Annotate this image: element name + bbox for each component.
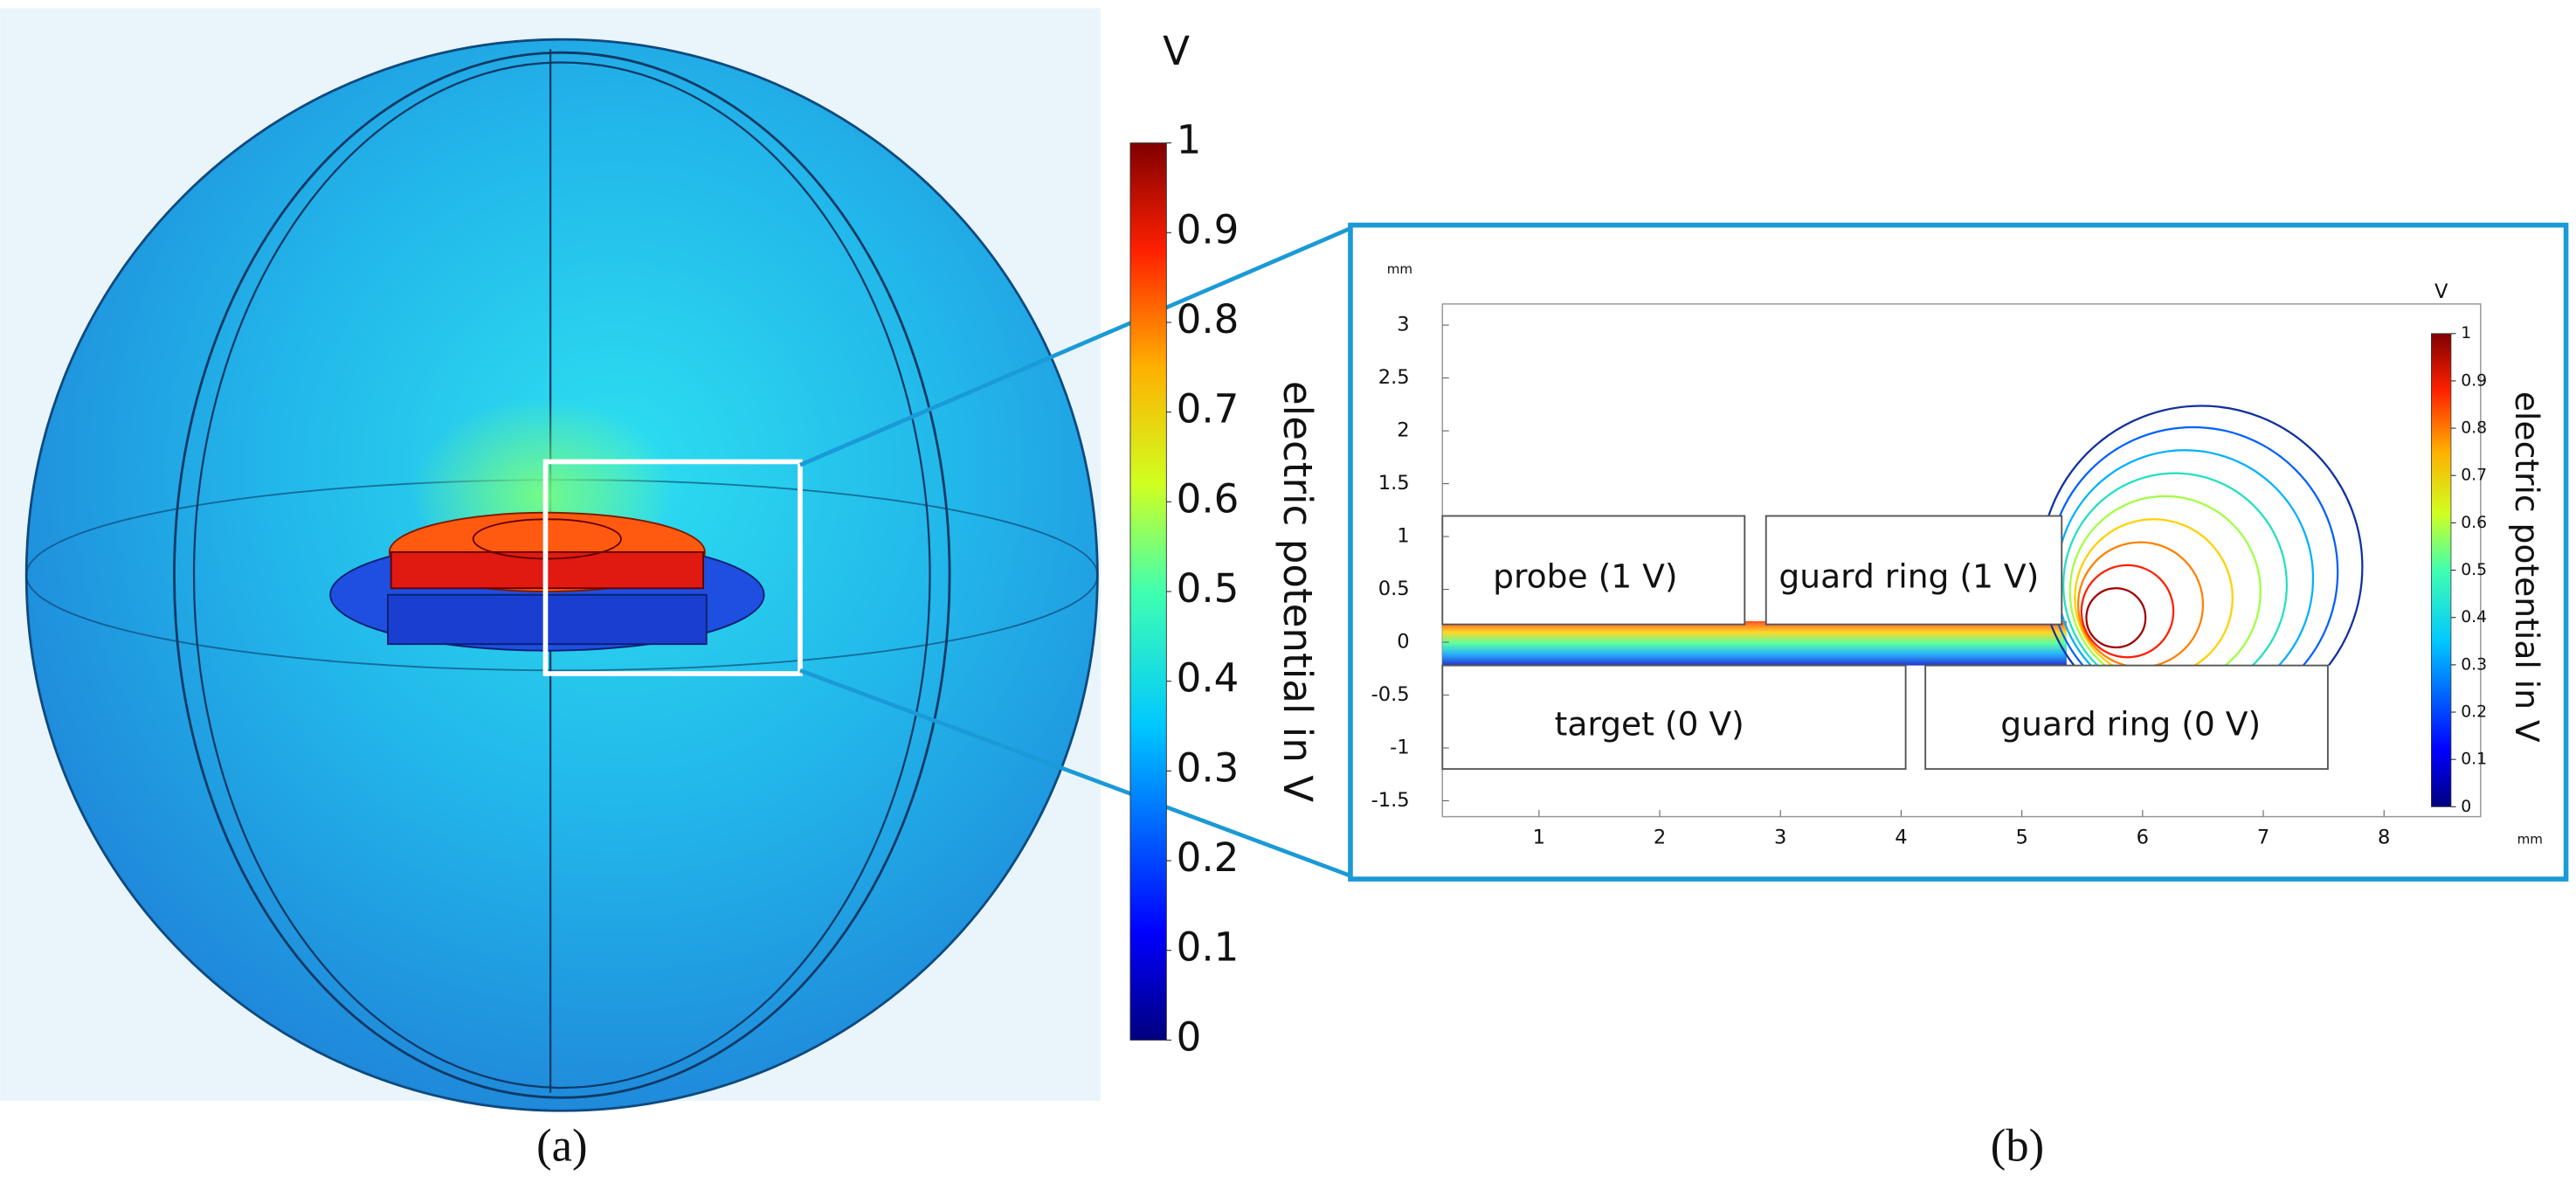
colorbar-tick-label: 0.3 — [2461, 655, 2487, 674]
colorbar-tick-label: 0.9 — [1177, 206, 1240, 253]
colorbar-tick-label: 0.4 — [2461, 608, 2487, 626]
region-label: guard ring (1 V) — [1778, 557, 2039, 595]
colorbar-tick-label: 0.3 — [1177, 744, 1240, 791]
y-tick-label: -1.5 — [1371, 789, 1410, 812]
colorbar-tick-label: 1 — [1177, 117, 1202, 163]
x-tick-label: 2 — [1654, 827, 1666, 849]
region-box — [1765, 515, 2063, 626]
y-tick-label: -1 — [1390, 737, 1409, 759]
zoom-box — [542, 459, 803, 676]
shell-line — [173, 51, 951, 1099]
colorbar-tick-label: 0.8 — [1177, 296, 1240, 342]
region-label: guard ring (0 V) — [2000, 705, 2261, 744]
zoom-connector — [799, 226, 1351, 467]
colorbar — [1129, 142, 1167, 1041]
colorbar-tick-label: 1 — [2461, 324, 2471, 342]
y-tick-label: -0.5 — [1371, 683, 1410, 706]
colorbar-tick-label: 0.5 — [2461, 561, 2487, 579]
region-box — [1441, 664, 1907, 771]
x-tick-label: 4 — [1895, 827, 1907, 849]
colorbar-tick-label: 0 — [1177, 1014, 1202, 1060]
colorbar-title: electric potential in V — [1274, 381, 1321, 802]
colorbar-tick-label: 0.8 — [2461, 419, 2487, 438]
colorbar-tick-label: 0.1 — [1177, 924, 1240, 971]
colorbar-tick-label: 0.6 — [1177, 475, 1240, 522]
colorbar-title: electric potential in V — [2508, 391, 2546, 743]
colorbar-tick-label: 0.2 — [1177, 834, 1240, 881]
y-tick-label: 1 — [1397, 525, 1409, 548]
colorbar-unit: V — [1163, 28, 1190, 74]
region-box — [1441, 515, 1746, 626]
colorbar-tick-label: 0.1 — [2461, 751, 2487, 769]
field-arc — [2080, 564, 2175, 659]
colorbar-unit: V — [2434, 280, 2448, 303]
colorbar-tick-label: 0.7 — [2461, 467, 2487, 485]
field-arc — [2085, 587, 2147, 649]
colorbar-tick-label: 0.9 — [2461, 371, 2487, 390]
y-tick-label: 3 — [1397, 314, 1409, 336]
colorbar-tick-label: 0 — [2461, 798, 2471, 816]
y-tick-label: 0.5 — [1378, 578, 1410, 600]
x-unit: mm — [2517, 831, 2543, 847]
y-tick-label: 1.5 — [1378, 472, 1410, 495]
field-arc — [2062, 472, 2288, 666]
x-tick-label: 3 — [1774, 827, 1786, 849]
field-arc — [2074, 518, 2234, 666]
x-tick-label: 5 — [2015, 827, 2027, 849]
region-box — [1924, 664, 2329, 771]
colorbar-tick-label: 0.5 — [1177, 565, 1240, 612]
region-label: probe (1 V) — [1493, 557, 1677, 595]
field-arc — [2068, 495, 2262, 666]
colorbar-tick-label: 0.6 — [2461, 514, 2487, 532]
colorbar-tick-label: 0.2 — [2461, 703, 2487, 722]
x-tick-label: 7 — [2257, 827, 2269, 849]
x-tick-label: 6 — [2137, 827, 2149, 849]
y-tick-label: 2 — [1397, 419, 1409, 442]
region-label: target (0 V) — [1555, 705, 1744, 744]
colorbar — [2431, 333, 2452, 807]
y-tick-label: 2.5 — [1378, 366, 1410, 389]
field-arc — [2076, 541, 2205, 666]
panel-label: (b) — [1991, 1120, 2044, 1171]
y-tick-label: 0 — [1397, 631, 1409, 654]
field-band — [1442, 620, 2067, 666]
y-unit: mm — [1387, 261, 1412, 277]
colorbar-tick-label: 0.4 — [1177, 655, 1240, 702]
colorbar-tick-label: 0.7 — [1177, 386, 1240, 432]
x-tick-label: 1 — [1533, 827, 1545, 849]
panel-label: (a) — [536, 1120, 587, 1171]
panel-a-render — [0, 8, 1351, 1112]
zoom-connector — [799, 668, 1351, 878]
x-tick-label: 8 — [2378, 827, 2390, 849]
shell-line — [192, 61, 931, 1090]
